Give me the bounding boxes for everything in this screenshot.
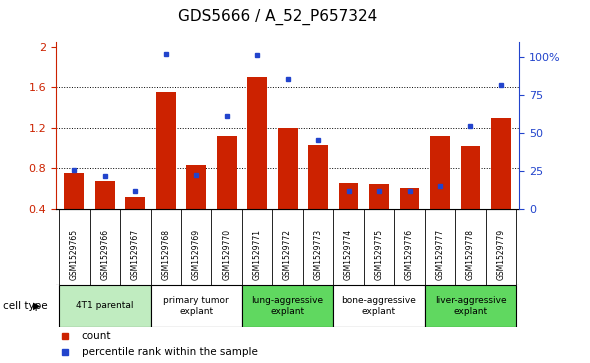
Bar: [491, 118, 511, 209]
Bar: [369, 184, 389, 209]
FancyBboxPatch shape: [59, 285, 150, 327]
Text: GSM1529773: GSM1529773: [314, 229, 323, 280]
Text: liver-aggressive
explant: liver-aggressive explant: [435, 296, 506, 316]
FancyBboxPatch shape: [425, 285, 516, 327]
Text: GSM1529770: GSM1529770: [222, 229, 231, 280]
Text: GSM1529775: GSM1529775: [375, 229, 384, 280]
Text: GSM1529778: GSM1529778: [466, 229, 475, 280]
Text: GSM1529774: GSM1529774: [344, 229, 353, 280]
Text: GSM1529765: GSM1529765: [70, 229, 79, 280]
Bar: [217, 136, 237, 209]
Bar: [399, 188, 419, 209]
Bar: [247, 77, 267, 209]
Bar: [339, 183, 359, 209]
Text: GSM1529779: GSM1529779: [496, 229, 506, 280]
Bar: [430, 136, 450, 209]
Text: 4T1 parental: 4T1 parental: [76, 301, 133, 310]
Bar: [156, 92, 176, 209]
Text: GSM1529776: GSM1529776: [405, 229, 414, 280]
Text: primary tumor
explant: primary tumor explant: [163, 296, 229, 316]
FancyBboxPatch shape: [150, 285, 242, 327]
Text: cell type: cell type: [3, 301, 48, 311]
Bar: [278, 128, 297, 209]
Text: GDS5666 / A_52_P657324: GDS5666 / A_52_P657324: [178, 9, 377, 25]
Text: GSM1529768: GSM1529768: [161, 229, 171, 280]
Text: GSM1529766: GSM1529766: [100, 229, 109, 280]
Bar: [95, 182, 114, 209]
Text: GSM1529772: GSM1529772: [283, 229, 292, 280]
Text: percentile rank within the sample: percentile rank within the sample: [81, 347, 257, 357]
FancyBboxPatch shape: [333, 285, 425, 327]
Bar: [186, 165, 206, 209]
Bar: [461, 146, 480, 209]
Text: GSM1529769: GSM1529769: [192, 229, 201, 280]
Bar: [125, 197, 145, 209]
Text: GSM1529771: GSM1529771: [253, 229, 261, 280]
Text: bone-aggressive
explant: bone-aggressive explant: [342, 296, 417, 316]
FancyBboxPatch shape: [242, 285, 333, 327]
Bar: [308, 145, 328, 209]
Text: ▶: ▶: [34, 301, 41, 311]
Text: GSM1529777: GSM1529777: [435, 229, 444, 280]
Text: count: count: [81, 331, 111, 341]
Text: lung-aggressive
explant: lung-aggressive explant: [251, 296, 324, 316]
Text: GSM1529767: GSM1529767: [131, 229, 140, 280]
Bar: [64, 173, 84, 209]
